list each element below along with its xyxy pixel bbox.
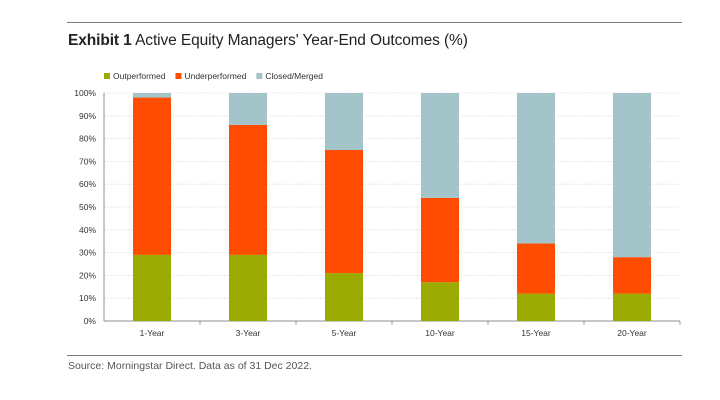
source-note: Source: Morningstar Direct. Data as of 3…	[68, 360, 312, 372]
legend-label-closed-merged: Closed/Merged	[265, 71, 323, 81]
y-tick-label: 10%	[79, 293, 96, 303]
legend-swatch-closed-merged	[256, 73, 263, 79]
bar-underperformed	[517, 243, 555, 294]
legend-label-outperformed: Outperformed	[113, 71, 166, 81]
y-tick-label: 60%	[79, 179, 96, 189]
top-rule	[67, 22, 682, 23]
bar-closed-merged	[229, 93, 267, 125]
bar-outperformed	[133, 254, 171, 321]
x-tick-label: 15-Year	[521, 328, 551, 338]
y-tick-label: 0%	[84, 316, 97, 326]
bar-underperformed	[133, 97, 171, 255]
bar-closed-merged	[325, 93, 363, 150]
exhibit-label: Exhibit 1	[68, 32, 132, 49]
x-tick-label: 20-Year	[617, 328, 647, 338]
bottom-rule	[67, 355, 682, 356]
bar-closed-merged	[133, 93, 171, 98]
bar-outperformed	[517, 293, 555, 321]
bar-underperformed	[229, 124, 267, 255]
y-tick-label: 20%	[79, 270, 96, 280]
bar-closed-merged	[421, 93, 459, 198]
y-tick-label: 70%	[79, 156, 96, 166]
y-tick-label: 100%	[74, 88, 96, 98]
x-tick-label: 3-Year	[236, 328, 261, 338]
bar-underperformed	[421, 197, 459, 283]
bar-underperformed	[325, 150, 363, 274]
y-tick-label: 50%	[79, 202, 96, 212]
legend-swatch-outperformed	[104, 73, 110, 79]
bar-closed-merged	[613, 93, 651, 258]
legend-label-underperformed: Underperformed	[184, 71, 246, 81]
x-tick-label: 1-Year	[140, 328, 165, 338]
bar-outperformed	[325, 273, 363, 321]
bar-outperformed	[613, 293, 651, 321]
y-tick-label: 80%	[79, 134, 96, 144]
bar-underperformed	[613, 257, 651, 294]
x-tick-label: 5-Year	[332, 328, 357, 338]
y-tick-label: 40%	[79, 225, 96, 235]
legend-swatch-underperformed	[175, 73, 182, 79]
exhibit-frame: Exhibit 1 Active Equity Managers' Year-E…	[67, 22, 682, 374]
bar-outperformed	[229, 254, 267, 321]
title-text: Active Equity Managers' Year-End Outcome…	[135, 32, 468, 49]
y-tick-label: 90%	[79, 111, 96, 121]
bar-closed-merged	[517, 93, 555, 244]
x-tick-label: 10-Year	[425, 328, 455, 338]
chart-title: Exhibit 1 Active Equity Managers' Year-E…	[68, 32, 468, 50]
y-tick-label: 30%	[79, 248, 96, 258]
bar-outperformed	[421, 282, 459, 321]
